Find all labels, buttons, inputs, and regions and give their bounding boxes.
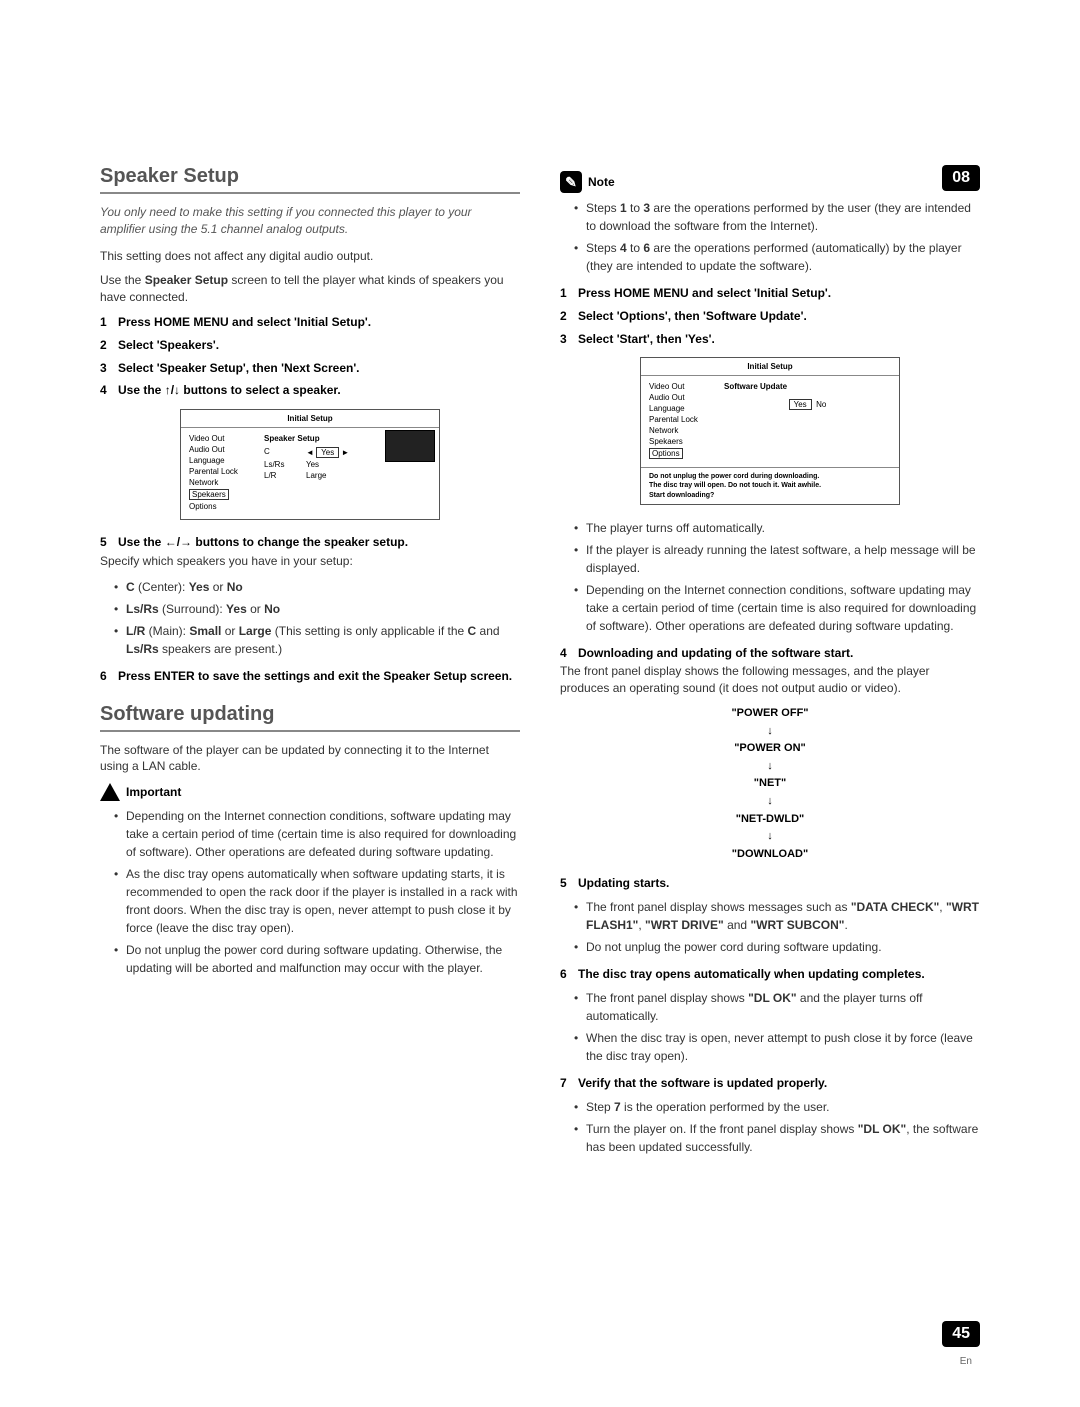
note-header: ✎ Note bbox=[560, 171, 980, 193]
r-step-7-list: Step 7 is the operation performed by the… bbox=[574, 1098, 980, 1156]
r-step-1: 1Press HOME MENU and select 'Initial Set… bbox=[560, 285, 980, 302]
left-right-icon: ←/→ bbox=[165, 535, 192, 549]
r-step-4: 4Downloading and updating of the softwar… bbox=[560, 645, 980, 662]
important-header: Important bbox=[100, 783, 520, 801]
setup-menu-2: Video Out Audio Out Language Parental Lo… bbox=[641, 376, 716, 467]
software-updating-heading: Software updating bbox=[100, 703, 520, 732]
setup-footer: Do not unplug the power cord during down… bbox=[641, 467, 899, 503]
right-column: ✎ Note Steps 1 to 3 are the operations p… bbox=[560, 165, 980, 1166]
setup-content-2: Software Update Yes No bbox=[716, 376, 899, 467]
r-step-5: 5Updating starts. bbox=[560, 875, 980, 892]
note-list: Steps 1 to 3 are the operations performe… bbox=[574, 199, 980, 275]
step-1: 1Press HOME MENU and select 'Initial Set… bbox=[100, 314, 520, 331]
r-step-6: 6The disc tray opens automatically when … bbox=[560, 966, 980, 983]
step-5: 5Use the ←/→ buttons to change the speak… bbox=[100, 534, 520, 551]
post-screen-list: The player turns off automatically. If t… bbox=[574, 519, 980, 635]
paragraph: This setting does not affect any digital… bbox=[100, 248, 520, 265]
step-5-subtext: Specify which speakers you have in your … bbox=[100, 553, 520, 570]
paragraph: Use the Speaker Setup screen to tell the… bbox=[100, 272, 520, 306]
page-lang: En bbox=[960, 1356, 972, 1367]
r-step-7: 7Verify that the software is updated pro… bbox=[560, 1075, 980, 1092]
step-2: 2Select 'Speakers'. bbox=[100, 337, 520, 354]
r-step-5-list: The front panel display shows messages s… bbox=[574, 898, 980, 956]
preview-thumbnail bbox=[381, 428, 439, 519]
setup-content: Speaker Setup C◄ Yes ► Ls/RsYes L/RLarge bbox=[256, 428, 381, 519]
flow-messages: "POWER OFF" ↓ "POWER ON" ↓ "NET" ↓ "NET-… bbox=[560, 705, 980, 863]
r-step-6-list: The front panel display shows "DL OK" an… bbox=[574, 989, 980, 1065]
step-4: 4Use the ↑/↓ buttons to select a speaker… bbox=[100, 382, 520, 399]
note-icon: ✎ bbox=[560, 171, 582, 193]
intro-italic: You only need to make this setting if yo… bbox=[100, 204, 520, 238]
left-column: Speaker Setup You only need to make this… bbox=[100, 165, 520, 1166]
r-step-4-sub: The front panel display shows the follow… bbox=[560, 663, 980, 697]
r-step-3: 3Select 'Start', then 'Yes'. bbox=[560, 331, 980, 348]
important-list: Depending on the Internet connection con… bbox=[114, 807, 520, 977]
speaker-setup-heading: Speaker Setup bbox=[100, 165, 520, 194]
chapter-badge: 08 bbox=[942, 165, 980, 191]
warning-icon bbox=[100, 783, 120, 801]
two-column-layout: Speaker Setup You only need to make this… bbox=[100, 165, 980, 1166]
step-6: 6Press ENTER to save the settings and ex… bbox=[100, 668, 520, 685]
setup-menu: Video Out Audio Out Language Parental Lo… bbox=[181, 428, 256, 519]
initial-setup-screen-1: Initial Setup Video Out Audio Out Langua… bbox=[180, 409, 440, 520]
step-3: 3Select 'Speaker Setup', then 'Next Scre… bbox=[100, 360, 520, 377]
sw-intro: The software of the player can be update… bbox=[100, 742, 520, 776]
up-down-icon: ↑/↓ bbox=[165, 383, 180, 397]
speaker-options-list: C (Center): Yes or No Ls/Rs (Surround): … bbox=[114, 578, 520, 658]
r-step-2: 2Select 'Options', then 'Software Update… bbox=[560, 308, 980, 325]
initial-setup-screen-2: Initial Setup Video Out Audio Out Langua… bbox=[640, 357, 900, 504]
page-number: 45 bbox=[942, 1321, 980, 1347]
